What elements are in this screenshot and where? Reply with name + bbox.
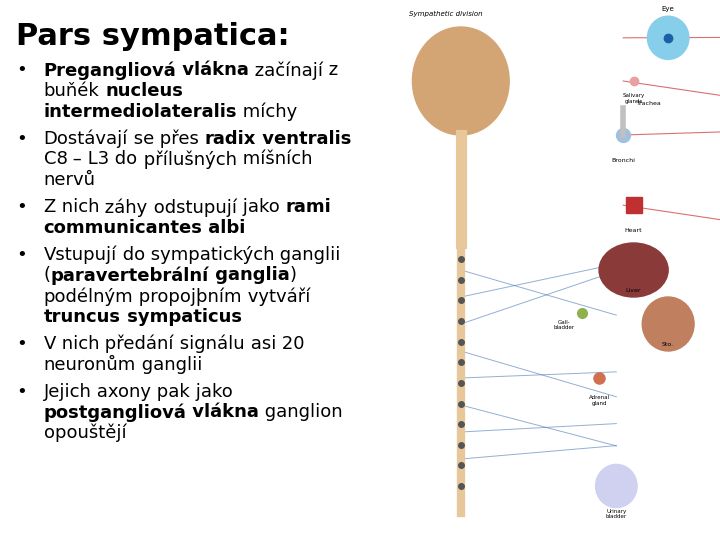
Text: míchy: míchy [237,103,297,121]
Ellipse shape [642,297,694,351]
Text: Liver: Liver [626,288,642,293]
Text: vlákna: vlákna [186,403,259,421]
Text: vlákna: vlákna [176,61,249,79]
Text: sympaticus: sympaticus [120,308,242,326]
Text: Trachea: Trachea [637,102,662,106]
Text: přes: přes [154,130,199,148]
Text: předání: předání [99,335,174,353]
Text: asi: asi [245,335,276,353]
Text: jako: jako [237,198,279,216]
Text: Pregangliová: Pregangliová [44,61,176,80]
Text: •: • [16,61,27,79]
Text: ganglion: ganglion [259,403,343,421]
Text: Dostávají: Dostávají [44,130,128,148]
Text: postgangliová: postgangliová [44,403,186,422]
Text: ventralis: ventralis [256,130,351,147]
Text: Adrenal
gland: Adrenal gland [588,395,610,406]
Text: Sto.: Sto. [662,342,674,347]
Text: L3: L3 [82,150,109,168]
Text: odstupují: odstupují [148,198,237,217]
Ellipse shape [413,27,509,135]
Text: nucleus: nucleus [105,82,183,100]
Text: Heart: Heart [625,228,642,233]
Text: opouštějí: opouštějí [44,424,126,442]
Text: ): ) [289,266,297,285]
Text: radix: radix [204,130,256,147]
Text: nich: nich [56,335,99,353]
Text: nich: nich [56,198,99,216]
Text: do: do [109,150,138,168]
Text: podélným: podélným [44,287,133,306]
Text: se: se [128,130,154,147]
Text: nervů: nervů [44,171,96,189]
Text: C8: C8 [44,150,68,168]
Text: –: – [68,150,82,168]
Text: jako: jako [190,382,233,401]
Text: Bronchi: Bronchi [611,158,635,163]
Ellipse shape [647,16,689,59]
Text: albi: albi [202,219,246,237]
Text: záhy: záhy [99,198,148,217]
Text: sympatických: sympatických [145,246,274,264]
Text: ganglia: ganglia [209,266,289,285]
Text: ganglii: ganglii [136,355,202,374]
Text: communicantes: communicantes [44,219,202,237]
Text: •: • [16,198,27,216]
Text: pak: pak [151,382,190,401]
Text: Salivary
glands: Salivary glands [623,93,644,104]
Text: Gall-
bladder: Gall- bladder [554,320,575,330]
Text: Sympathetic division: Sympathetic division [409,11,482,17]
Text: vytváří: vytváří [242,287,310,306]
Ellipse shape [595,464,637,508]
Text: V: V [44,335,56,353]
Text: Z: Z [44,198,56,216]
Text: ganglii: ganglii [274,246,341,264]
Text: (: ( [44,266,50,285]
Text: Eye: Eye [662,6,675,12]
Text: truncus: truncus [44,308,120,326]
Text: 20: 20 [276,335,305,353]
Text: Vstupují: Vstupují [44,246,117,264]
Text: propojþním: propojþním [133,287,242,306]
Text: paravertebrální: paravertebrální [50,266,209,285]
Text: •: • [16,246,27,264]
Text: •: • [16,130,27,147]
Text: rami: rami [285,198,330,216]
Text: z: z [323,61,338,79]
Text: •: • [16,382,27,401]
Text: •: • [16,335,27,353]
Text: signálu: signálu [174,335,245,353]
Text: míšních: míšních [237,150,312,168]
Text: přílušných: přílušných [138,150,237,169]
Text: neuronům: neuronům [44,355,136,374]
Ellipse shape [599,243,668,297]
Text: Jejich: Jejich [44,382,91,401]
Text: začínají: začínají [249,61,323,80]
Text: do: do [117,246,145,264]
Text: buňék: buňék [44,82,99,100]
Text: intermediolateralis: intermediolateralis [44,103,237,120]
Text: Pars sympatica:: Pars sympatica: [16,22,289,51]
Text: Urinary
bladder: Urinary bladder [606,509,627,519]
Text: axony: axony [91,382,151,401]
